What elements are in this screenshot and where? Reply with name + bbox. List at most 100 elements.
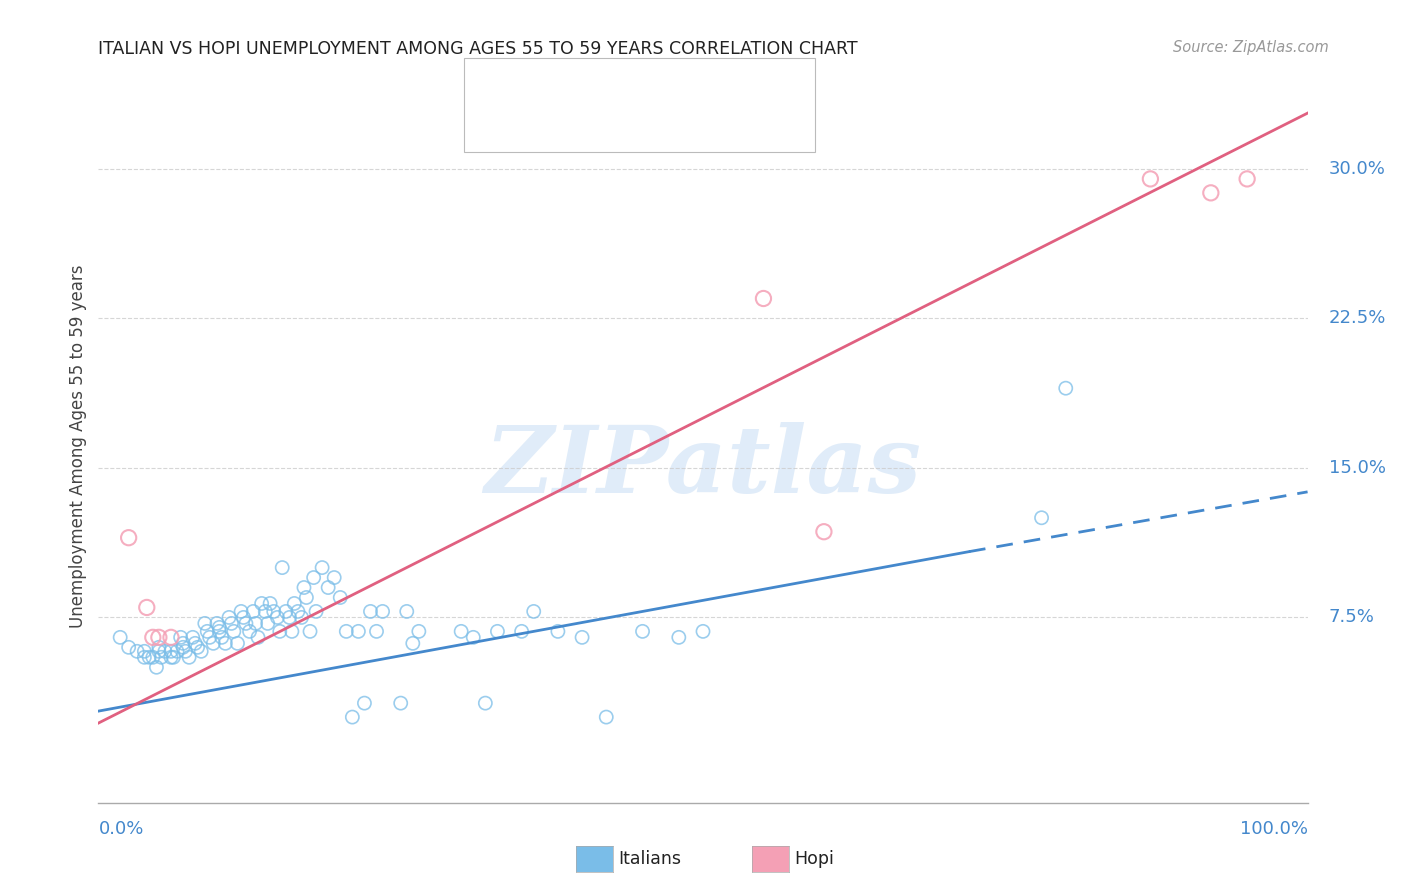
- Text: R =  0.971: R = 0.971: [533, 115, 633, 134]
- Point: [232, 610, 254, 624]
- Point: [259, 597, 281, 611]
- Point: [245, 616, 267, 631]
- Point: [1054, 381, 1077, 395]
- Point: [316, 581, 339, 595]
- Point: [127, 644, 149, 658]
- Point: [190, 644, 212, 658]
- Point: [181, 631, 204, 645]
- Text: 15.0%: 15.0%: [1329, 458, 1386, 477]
- Point: [360, 604, 382, 618]
- Point: [752, 292, 775, 306]
- Point: [160, 631, 183, 645]
- Point: [287, 604, 309, 618]
- Point: [148, 631, 170, 645]
- Point: [145, 660, 167, 674]
- Point: [208, 624, 231, 639]
- Point: [166, 644, 188, 658]
- Point: [138, 650, 160, 665]
- Point: [631, 624, 654, 639]
- Point: [408, 624, 430, 639]
- Point: [402, 636, 425, 650]
- Text: Source: ZipAtlas.com: Source: ZipAtlas.com: [1173, 40, 1329, 55]
- Point: [208, 620, 231, 634]
- Point: [486, 624, 509, 639]
- Text: ITALIAN VS HOPI UNEMPLOYMENT AMONG AGES 55 TO 59 YEARS CORRELATION CHART: ITALIAN VS HOPI UNEMPLOYMENT AMONG AGES …: [98, 40, 858, 58]
- Point: [813, 524, 835, 539]
- Point: [263, 604, 285, 618]
- Point: [221, 616, 243, 631]
- Point: [194, 616, 217, 631]
- Point: [229, 604, 252, 618]
- Point: [311, 560, 333, 574]
- Point: [347, 624, 370, 639]
- Point: [172, 640, 194, 655]
- Point: [256, 616, 278, 631]
- Point: [292, 581, 315, 595]
- Point: [142, 631, 165, 645]
- Text: Italians: Italians: [619, 850, 682, 868]
- Y-axis label: Unemployment Among Ages 55 to 59 years: Unemployment Among Ages 55 to 59 years: [69, 264, 87, 628]
- Point: [329, 591, 352, 605]
- Point: [134, 650, 156, 665]
- Point: [205, 616, 228, 631]
- Point: [395, 604, 418, 618]
- Point: [278, 610, 301, 624]
- Point: [184, 636, 207, 650]
- Point: [389, 696, 412, 710]
- Point: [353, 696, 375, 710]
- Point: [148, 644, 170, 658]
- Point: [283, 597, 305, 611]
- Point: [450, 624, 472, 639]
- Point: [134, 644, 156, 658]
- Point: [305, 604, 328, 618]
- Point: [150, 650, 173, 665]
- Point: [202, 636, 225, 650]
- Point: [108, 631, 131, 645]
- Text: 22.5%: 22.5%: [1329, 310, 1386, 327]
- Point: [214, 636, 236, 650]
- Point: [342, 710, 364, 724]
- Point: [160, 644, 183, 658]
- Point: [198, 631, 221, 645]
- Point: [692, 624, 714, 639]
- Point: [254, 604, 277, 618]
- Point: [266, 610, 288, 624]
- Point: [160, 650, 183, 665]
- Point: [1139, 172, 1161, 186]
- Point: [298, 624, 321, 639]
- Point: [218, 610, 240, 624]
- Point: [1031, 510, 1053, 524]
- Text: N = 93: N = 93: [679, 75, 745, 94]
- Point: [290, 610, 312, 624]
- Point: [148, 640, 170, 655]
- Point: [474, 696, 496, 710]
- Point: [250, 597, 273, 611]
- Point: [222, 624, 245, 639]
- Point: [269, 624, 291, 639]
- Point: [295, 591, 318, 605]
- Point: [335, 624, 357, 639]
- Point: [195, 624, 218, 639]
- Point: [142, 650, 165, 665]
- Text: Hopi: Hopi: [794, 850, 834, 868]
- Point: [118, 640, 141, 655]
- Point: [211, 631, 233, 645]
- Point: [302, 570, 325, 584]
- Point: [323, 570, 346, 584]
- Point: [118, 531, 141, 545]
- Point: [523, 604, 546, 618]
- Point: [281, 624, 304, 639]
- Point: [1236, 172, 1258, 186]
- Point: [226, 636, 249, 650]
- Point: [135, 600, 157, 615]
- Point: [242, 604, 264, 618]
- Point: [162, 650, 184, 665]
- Point: [366, 624, 388, 639]
- Point: [177, 650, 201, 665]
- Point: [595, 710, 617, 724]
- Point: [235, 616, 257, 631]
- Text: ZIPatlas: ZIPatlas: [485, 423, 921, 512]
- Text: 30.0%: 30.0%: [1329, 160, 1385, 178]
- Point: [274, 604, 297, 618]
- Text: 0.0%: 0.0%: [98, 820, 143, 838]
